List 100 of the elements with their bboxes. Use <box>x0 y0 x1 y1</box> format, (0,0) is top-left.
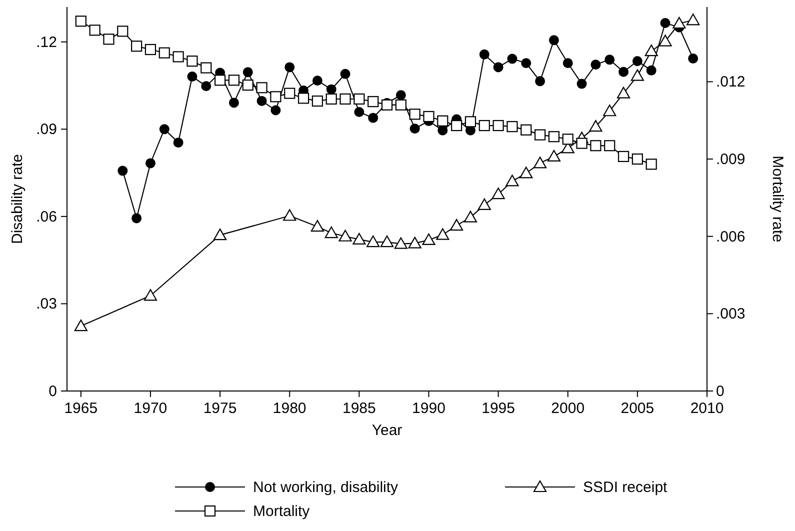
point <box>562 58 573 68</box>
point <box>603 104 616 116</box>
point <box>118 166 128 176</box>
point <box>533 156 547 168</box>
point <box>283 209 296 221</box>
point <box>395 99 406 110</box>
point <box>366 235 380 248</box>
point <box>658 34 672 46</box>
y-tick-label: .12 <box>36 34 57 51</box>
point <box>173 138 184 148</box>
point <box>340 68 350 79</box>
x-tick-label: 1975 <box>203 400 237 417</box>
point <box>688 53 698 64</box>
point <box>312 76 322 86</box>
point <box>520 166 533 178</box>
point <box>352 232 366 245</box>
point <box>256 82 268 94</box>
point <box>534 129 546 140</box>
point <box>450 218 464 231</box>
point <box>396 90 406 100</box>
point <box>409 108 420 120</box>
point <box>464 210 478 222</box>
point <box>284 62 295 72</box>
point <box>284 88 296 99</box>
point <box>158 47 170 58</box>
point <box>464 116 476 128</box>
y-tick-label: .09 <box>36 121 57 138</box>
point <box>186 56 198 67</box>
point <box>646 65 656 76</box>
point <box>242 80 254 91</box>
point <box>324 226 338 238</box>
point <box>368 96 379 108</box>
point <box>117 26 128 37</box>
point <box>423 110 434 122</box>
point <box>410 124 420 134</box>
point <box>270 91 282 102</box>
point <box>618 66 629 77</box>
point <box>492 120 504 132</box>
point <box>270 105 281 116</box>
point <box>632 154 643 165</box>
point <box>422 233 436 246</box>
point <box>520 124 532 136</box>
y2-axis-title: Mortality rate <box>769 156 786 242</box>
x-tick-label: 1995 <box>482 400 515 417</box>
point <box>187 72 198 82</box>
y-tick-label: .06 <box>36 208 57 226</box>
point <box>340 93 351 105</box>
point <box>590 140 602 152</box>
point <box>616 86 630 98</box>
point <box>632 56 642 66</box>
point <box>75 16 86 27</box>
point <box>590 60 601 70</box>
point <box>242 67 253 78</box>
point <box>256 96 267 106</box>
point <box>548 131 560 142</box>
point <box>326 93 337 105</box>
x-tick-label: 1980 <box>272 400 306 417</box>
y2-tick-label: .009 <box>716 151 746 168</box>
point <box>604 140 616 152</box>
point <box>493 62 504 72</box>
point <box>354 107 364 118</box>
point <box>437 115 448 126</box>
point <box>214 74 226 86</box>
point <box>338 230 352 242</box>
x-tick-label: 1970 <box>134 400 168 417</box>
point <box>131 40 142 52</box>
point <box>368 112 378 123</box>
point <box>74 320 88 332</box>
x-tick-label: 2000 <box>551 400 585 417</box>
point <box>145 158 156 168</box>
point <box>507 54 518 64</box>
point <box>380 235 394 248</box>
point <box>103 34 114 45</box>
point <box>535 76 546 86</box>
point <box>438 125 448 136</box>
point <box>172 51 184 62</box>
point <box>478 198 491 210</box>
point <box>618 150 630 162</box>
point <box>589 120 602 132</box>
point <box>478 120 490 132</box>
point <box>644 44 658 56</box>
y-tick-label: 0 <box>48 383 57 400</box>
x-tick-label: 1985 <box>342 400 376 417</box>
point <box>506 174 519 186</box>
legend-label: Mortality <box>253 503 310 520</box>
legend-label: Not working, disability <box>253 479 399 496</box>
point <box>604 54 615 65</box>
point <box>144 289 158 301</box>
y-axis-title: Disability rate <box>9 154 26 244</box>
point <box>200 62 212 74</box>
x-tick-label: 2010 <box>690 400 724 417</box>
point <box>547 150 561 162</box>
x-axis-title: Year <box>372 422 402 439</box>
point <box>672 16 686 29</box>
point <box>201 81 212 92</box>
point <box>562 134 574 145</box>
point <box>630 69 644 81</box>
y2-tick-label: 0 <box>716 383 724 400</box>
point <box>548 35 559 46</box>
x-tick-label: 2005 <box>620 400 654 417</box>
